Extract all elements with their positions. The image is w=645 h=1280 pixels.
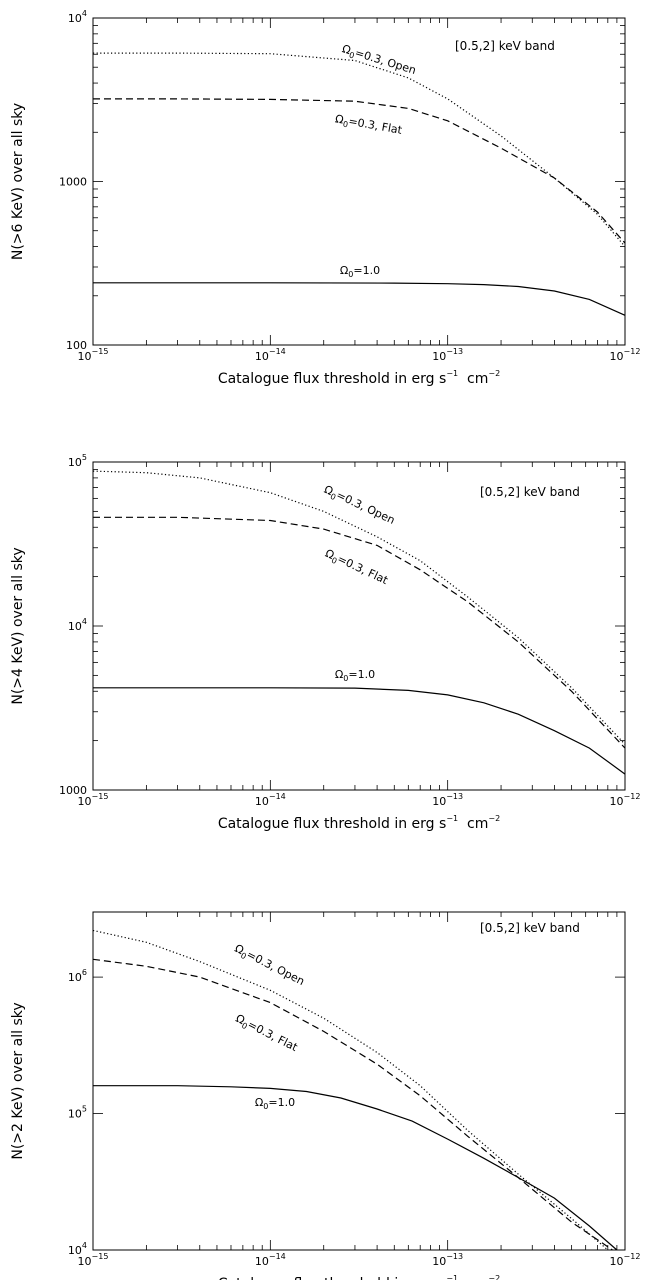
x-tick-label: 10−14	[255, 347, 286, 363]
y-tick-label: 105	[68, 1105, 87, 1121]
y-axis-label: N(>6 KeV) over all sky	[10, 103, 26, 260]
x-tick-label: 10−13	[432, 347, 463, 363]
x-axis-label: Catalogue flux threshold in erg s−1 cm−2	[218, 369, 500, 387]
x-tick-label: 10−12	[610, 792, 641, 808]
series-line-solid	[93, 282, 626, 316]
series-line-dashed	[93, 516, 626, 749]
x-tick-label: 10−14	[255, 792, 286, 808]
plot-frame	[92, 17, 626, 346]
x-tick-label: 10−14	[255, 1252, 286, 1268]
chart-panel-1: 10−15 10−14 10−13 10−12 100 1000 104 Catalogue …	[10, 9, 640, 387]
y-tick-label: 104	[68, 617, 87, 633]
band-annotation: [0.5,2] keV band	[480, 921, 580, 935]
x-tick-label: 10−13	[432, 1252, 463, 1268]
y-tick-label: 105	[68, 453, 87, 469]
band-annotation: [0.5,2] keV band	[480, 485, 580, 499]
series-label: Ω0=1.0	[335, 668, 375, 683]
chart-panel-3: 10−15 10−14 10−13 10−12 104 105 106 Catalogue f…	[10, 911, 641, 1280]
series-line-dashed	[92, 958, 613, 1251]
y-tick-label: 1000	[59, 176, 87, 189]
y-axis-label: N(>2 KeV) over all sky	[10, 1002, 26, 1159]
y-tick-label: 106	[68, 968, 87, 984]
series-label: Ω0=0.3, Flat	[322, 547, 390, 589]
series-line-dotted	[92, 929, 609, 1251]
y-tick-label: 1000	[59, 784, 87, 797]
series-line-dashed	[93, 98, 626, 244]
band-annotation: [0.5,2] keV band	[455, 39, 555, 53]
x-axis-label: Catalogue flux threshold in erg s−1 cm−2	[218, 1274, 500, 1280]
series-line-solid	[93, 1085, 618, 1251]
y-tick-label: 100	[66, 339, 87, 352]
chart-panel-2: 10−15 10−14 10−13 10−12 1000 104 105 Catalogue …	[10, 453, 640, 832]
x-tick-label: 10−12	[610, 1252, 641, 1268]
series-label: Ω0=0.3, Flat	[233, 1012, 301, 1056]
series-label: Ω0=0.3, Flat	[334, 112, 404, 139]
series-line-solid	[93, 687, 626, 775]
series-label: Ω0=1.0	[340, 264, 380, 279]
x-axis-label: Catalogue flux threshold in erg s−1 cm−2	[218, 814, 500, 832]
series-label: Ω0=0.3, Open	[340, 42, 418, 79]
y-tick-label: 104	[68, 1241, 87, 1257]
series-label: Ω0=0.3, Open	[321, 483, 397, 529]
y-axis-label: N(>4 KeV) over all sky	[10, 547, 26, 704]
y-tick-label: 104	[68, 9, 87, 25]
x-tick-label: 10−13	[432, 792, 463, 808]
x-tick-label: 10−15	[78, 792, 109, 808]
series-line-dotted	[93, 52, 626, 247]
plot-frame	[92, 911, 626, 1251]
x-tick-label: 10−15	[78, 347, 109, 363]
x-tick-label: 10−15	[78, 1252, 109, 1268]
x-tick-label: 10−12	[610, 347, 641, 363]
series-label: Ω0=1.0	[255, 1096, 295, 1111]
series-label: Ω0=0.3, Open	[232, 942, 307, 990]
series-line-dotted	[92, 470, 626, 745]
